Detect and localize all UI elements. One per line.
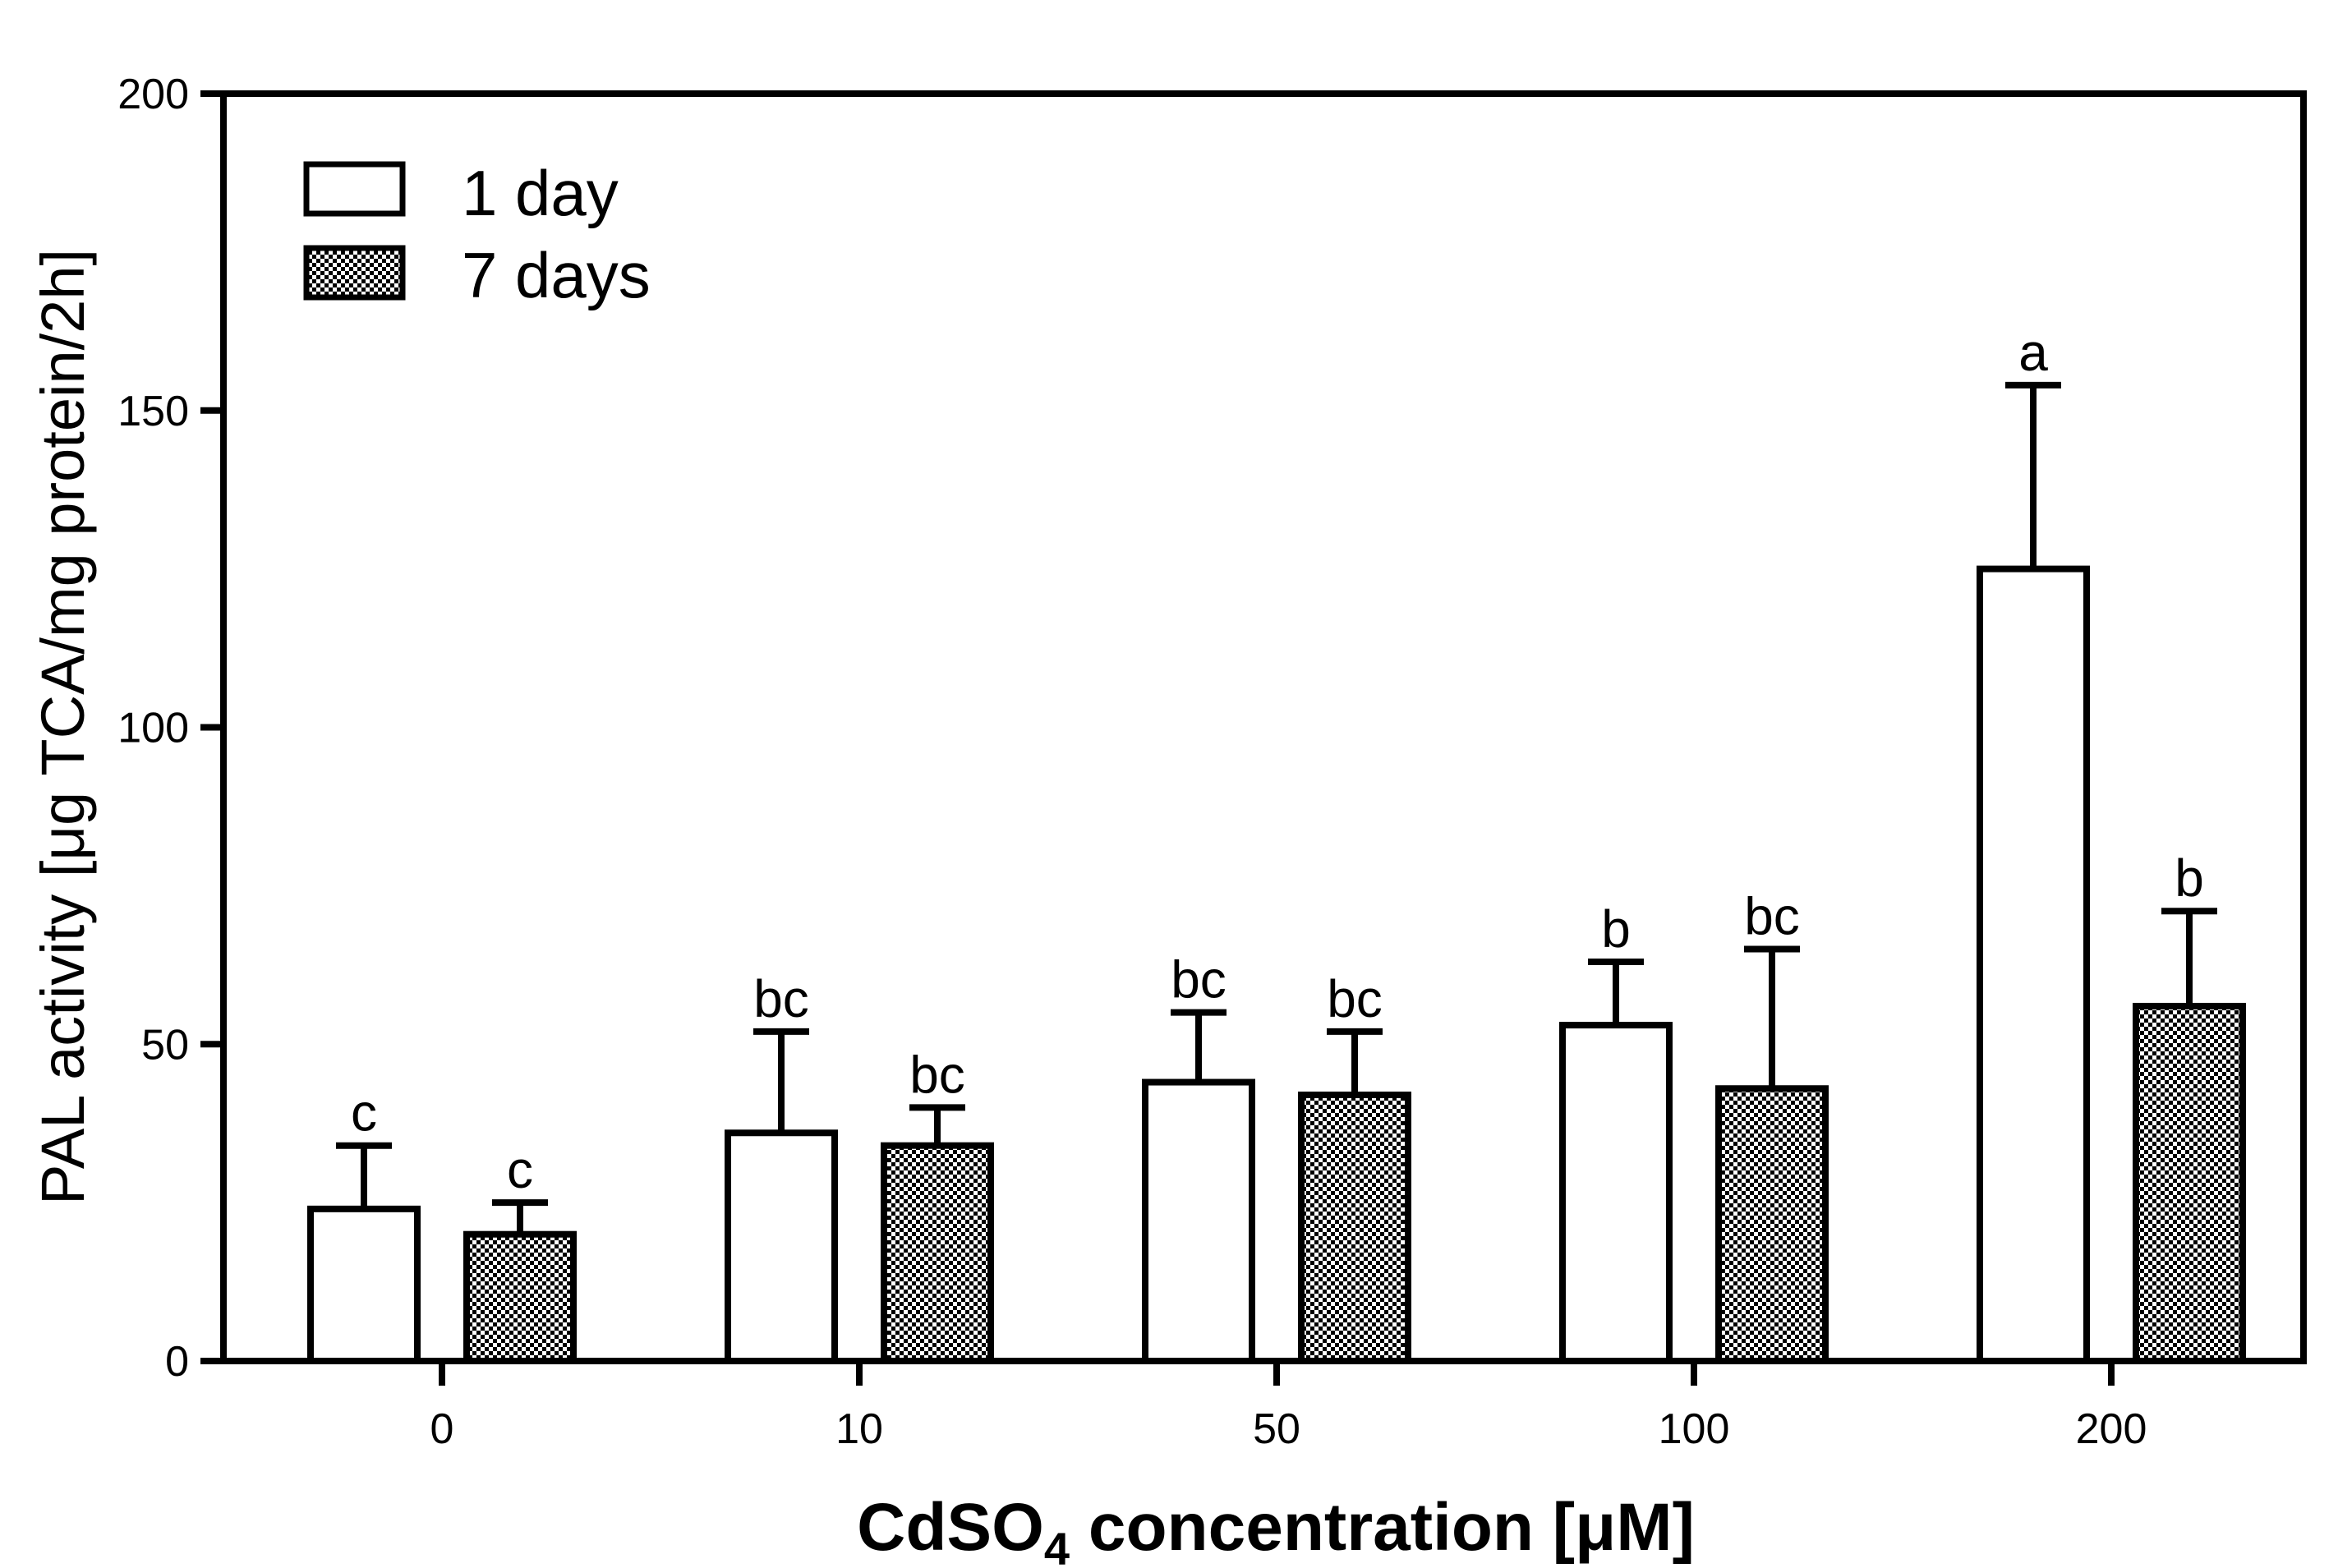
significance-label-1-day-10: bc bbox=[753, 969, 809, 1028]
x-axis-title-rest: concentration [μM] bbox=[1070, 1490, 1695, 1565]
y-axis-title: PAL activity [μg TCA/mg protein/2h] bbox=[29, 249, 97, 1205]
error-bar-7-days-10 bbox=[909, 1104, 965, 1146]
bar-7-days-100 bbox=[1715, 1085, 1829, 1364]
significance-label-7-days-50: bc bbox=[1327, 969, 1383, 1028]
significance-labels-layer: c bc bc b a c bc bc bc b bbox=[351, 323, 2204, 1199]
significance-label-7-days-0: c bbox=[507, 1140, 533, 1199]
bar-1-day-100 bbox=[1559, 1022, 1673, 1364]
legend-swatch-7-days bbox=[303, 245, 406, 301]
x-axis-title-subscript: 4 bbox=[1044, 1523, 1070, 1568]
legend-swatch-1-day bbox=[303, 161, 406, 217]
bar-7-days-50 bbox=[1298, 1091, 1411, 1364]
x-axis-title: CdSO4 concentration [μM] bbox=[857, 1490, 1695, 1568]
error-bar-1-day-200 bbox=[2005, 381, 2061, 569]
bar-7-days-0 bbox=[463, 1230, 577, 1364]
error-bar-1-day-100 bbox=[1588, 958, 1644, 1026]
y-tick-label-150: 150 bbox=[117, 388, 189, 435]
error-bars-layer bbox=[336, 381, 2217, 1235]
legend-label-1-day: 1 day bbox=[462, 157, 619, 229]
significance-label-1-day-100: b bbox=[1601, 899, 1631, 959]
error-bar-7-days-0 bbox=[492, 1199, 548, 1235]
error-bar-7-days-200 bbox=[2161, 908, 2217, 1006]
x-axis: 0 10 50 100 200 bbox=[430, 1361, 2147, 1453]
significance-label-7-days-100: bc bbox=[1744, 887, 1800, 946]
x-tick-label-0: 0 bbox=[430, 1405, 454, 1453]
significance-label-1-day-50: bc bbox=[1171, 950, 1227, 1009]
legend-label-7-days: 7 days bbox=[462, 239, 651, 311]
error-bar-1-day-10 bbox=[753, 1028, 809, 1133]
bar-7-days-10 bbox=[881, 1142, 994, 1364]
bar-1-day-0 bbox=[307, 1205, 421, 1364]
error-bar-1-day-0 bbox=[336, 1142, 392, 1209]
y-tick-label-100: 100 bbox=[117, 705, 189, 752]
significance-label-1-day-200: a bbox=[2018, 323, 2048, 382]
bar-1-day-10 bbox=[725, 1129, 838, 1364]
bar-1-day-50 bbox=[1142, 1078, 1255, 1365]
error-bar-7-days-50 bbox=[1327, 1028, 1383, 1095]
error-bar-7-days-100 bbox=[1744, 945, 1800, 1089]
significance-label-7-days-10: bc bbox=[909, 1045, 965, 1104]
y-tick-label-50: 50 bbox=[141, 1021, 189, 1069]
x-tick-label-50: 50 bbox=[1253, 1405, 1300, 1453]
legend: 1 day 7 days bbox=[303, 157, 651, 311]
bar-7-days-200 bbox=[2133, 1002, 2246, 1364]
error-bar-1-day-50 bbox=[1171, 1009, 1227, 1083]
bars-layer bbox=[307, 565, 2246, 1365]
x-axis-title-main: CdSO bbox=[857, 1490, 1044, 1565]
y-axis: 0 50 100 150 200 bbox=[117, 71, 223, 1386]
y-tick-label-200: 200 bbox=[117, 71, 189, 118]
x-tick-label-200: 200 bbox=[2076, 1405, 2147, 1453]
significance-label-7-days-200: b bbox=[2175, 848, 2204, 908]
bar-1-day-200 bbox=[1977, 565, 2090, 1364]
significance-label-1-day-0: c bbox=[351, 1083, 377, 1143]
y-tick-label-0: 0 bbox=[165, 1338, 189, 1386]
x-tick-label-100: 100 bbox=[1659, 1405, 1730, 1453]
x-tick-label-10: 10 bbox=[835, 1405, 883, 1453]
